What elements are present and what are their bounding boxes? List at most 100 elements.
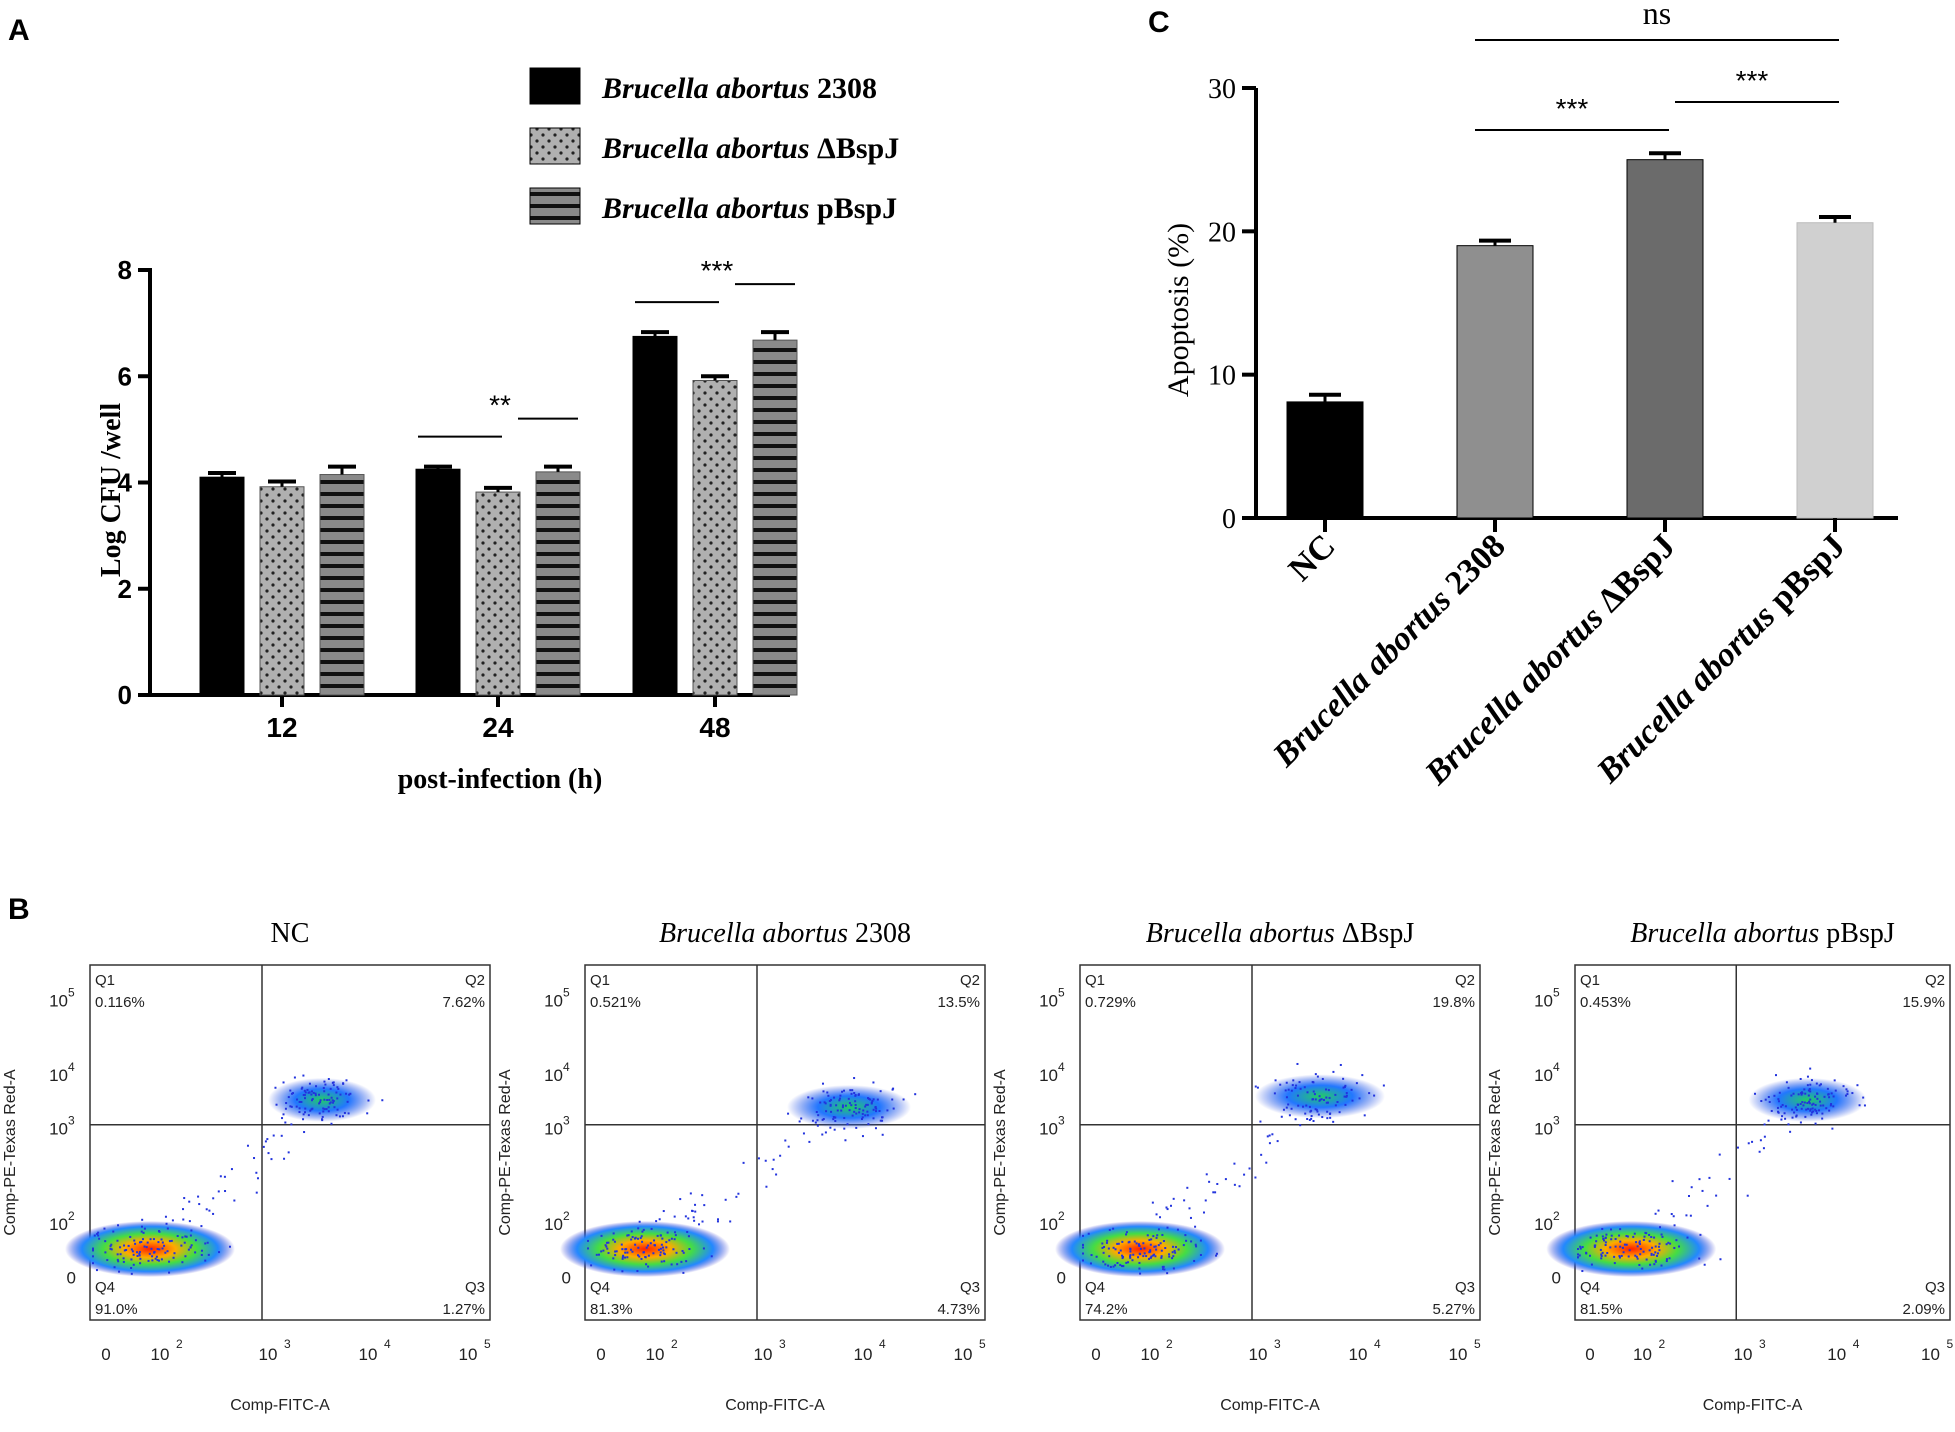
event-dot <box>665 1241 668 1244</box>
y-tick-label: 4 <box>118 468 133 498</box>
event-dot <box>822 1118 825 1121</box>
event-dot <box>1715 1194 1718 1197</box>
y-tick-exponent: 3 <box>1553 1113 1560 1127</box>
event-dot <box>1328 1096 1331 1099</box>
event-dot <box>1339 1063 1342 1066</box>
event-dot <box>851 1089 854 1092</box>
event-dot <box>1121 1240 1124 1243</box>
event-dot <box>290 1123 293 1126</box>
event-dot <box>1361 1074 1364 1077</box>
event-dot <box>1199 1253 1202 1256</box>
event-dot <box>1604 1254 1607 1257</box>
legend-label: Brucella abortus ΔBspJ <box>601 132 899 165</box>
label-suffix-part: pBspJ <box>1762 527 1852 617</box>
event-dot <box>319 1099 322 1102</box>
event-dot <box>673 1238 676 1241</box>
event-dot <box>217 1190 220 1193</box>
event-dot <box>267 1152 270 1155</box>
event-dot <box>1299 1124 1302 1127</box>
event-dot <box>1127 1241 1130 1244</box>
event-dot <box>1153 1253 1156 1256</box>
event-dot <box>1821 1117 1824 1120</box>
event-dot <box>1321 1077 1324 1080</box>
event-dot <box>1614 1245 1617 1248</box>
event-dot <box>1334 1093 1337 1096</box>
x-tick-label: 10 <box>1141 1345 1160 1364</box>
event-dot <box>1109 1265 1112 1268</box>
y-axis-label: Comp-PE-Texas Red-A <box>2 1069 19 1236</box>
q3-value: 2.09% <box>1902 1301 1945 1318</box>
event-dot <box>701 1220 704 1223</box>
bar-0 <box>1286 401 1364 519</box>
event-dot <box>1651 1246 1654 1249</box>
event-dot <box>1809 1090 1812 1093</box>
event-dot <box>1708 1176 1711 1179</box>
event-dot <box>1784 1117 1787 1120</box>
event-dot <box>322 1107 325 1110</box>
event-dot <box>1619 1240 1622 1243</box>
event-dot <box>1791 1116 1794 1119</box>
event-dot <box>686 1230 689 1233</box>
event-dot <box>1638 1240 1641 1243</box>
event-dot <box>647 1244 650 1247</box>
event-dot <box>1650 1253 1653 1256</box>
event-dot <box>1595 1234 1598 1237</box>
event-dot <box>1809 1108 1812 1111</box>
event-dot <box>694 1210 697 1213</box>
event-dot <box>849 1089 852 1092</box>
event-dot <box>1579 1245 1582 1248</box>
event-dot <box>1610 1238 1613 1241</box>
y-tick-label: 0 <box>562 1268 571 1287</box>
event-dot <box>1336 1101 1339 1104</box>
event-dot <box>194 1251 197 1254</box>
event-dot <box>800 1117 803 1120</box>
x-tick-exponent: 3 <box>1759 1337 1766 1351</box>
event-dot <box>339 1093 342 1096</box>
event-dot <box>621 1257 624 1260</box>
event-dot <box>342 1082 345 1085</box>
event-dot <box>343 1111 346 1114</box>
event-dot <box>1658 1249 1661 1252</box>
event-dot <box>366 1112 369 1115</box>
event-dot <box>1719 1258 1722 1261</box>
event-dot <box>1345 1092 1348 1095</box>
event-dot <box>644 1255 647 1258</box>
label-italic-part: Brucella abortus <box>1265 576 1464 775</box>
event-dot <box>1291 1084 1294 1087</box>
event-dot <box>1355 1082 1358 1085</box>
event-dot <box>1152 1254 1155 1257</box>
event-dot <box>650 1227 653 1230</box>
event-dot <box>1687 1195 1690 1198</box>
event-dot <box>1199 1239 1202 1242</box>
event-dot <box>1814 1108 1817 1111</box>
event-dot <box>1654 1245 1657 1248</box>
event-dot <box>1614 1237 1617 1240</box>
event-dot <box>1188 1207 1191 1210</box>
event-dot <box>710 1255 713 1258</box>
event-dot <box>1830 1092 1833 1095</box>
event-dot <box>123 1244 126 1247</box>
x-tick-exponent: 2 <box>671 1337 678 1351</box>
event-dot <box>1812 1102 1815 1105</box>
event-dot <box>381 1099 384 1102</box>
event-dot <box>1600 1257 1603 1260</box>
event-dot <box>1642 1250 1645 1253</box>
event-dot <box>117 1260 120 1263</box>
event-dot <box>634 1236 637 1239</box>
plot-title: Brucella abortus pBspJ <box>1630 918 1895 949</box>
event-dot <box>164 1215 167 1218</box>
event-dot <box>1776 1106 1779 1109</box>
event-dot <box>1783 1112 1786 1115</box>
event-dot <box>329 1101 332 1104</box>
event-dot <box>1157 1244 1160 1247</box>
event-dot <box>219 1175 222 1178</box>
event-dot <box>1204 1199 1207 1202</box>
event-dot <box>349 1092 352 1095</box>
q4-label: Q4 <box>590 1279 610 1296</box>
event-dot <box>1138 1261 1141 1264</box>
event-dot <box>332 1100 335 1103</box>
event-dot <box>1648 1249 1651 1252</box>
event-dot <box>1806 1102 1809 1105</box>
event-dot <box>1831 1127 1834 1130</box>
event-dot <box>116 1253 119 1256</box>
